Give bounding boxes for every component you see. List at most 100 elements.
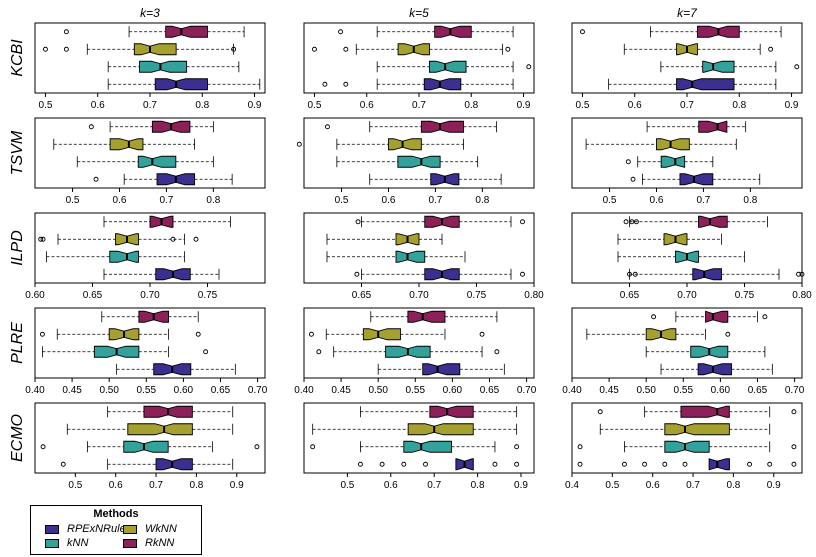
column-title-k3: k=3 bbox=[140, 6, 160, 20]
panel-ecmo-k7-box-wknn bbox=[599, 423, 771, 436]
panel-ecmo-k7-box-rknn bbox=[597, 405, 797, 418]
panel-kcbi-k7-tick-label: 0.7 bbox=[680, 100, 694, 111]
panel-ilpd-k5-tick-label: 0.70 bbox=[409, 290, 429, 301]
panel-tsvm-k3-box-wknn-body bbox=[109, 138, 144, 151]
panel-plre-k3-box-knn bbox=[42, 345, 209, 358]
panel-tsvm-k5-box-wknn-outlier bbox=[296, 141, 302, 147]
panel-ecmo-k5-box-knn-body bbox=[403, 440, 452, 453]
panel-tsvm-k7: 0.5 0.6 0.7 0.8 bbox=[571, 117, 803, 206]
panel-plre-k5-box-wknn-outlier bbox=[479, 331, 485, 337]
panel-plre-k7-box-rpexnrule-body bbox=[697, 363, 732, 376]
legend-label-rknn: RkNN bbox=[145, 537, 175, 549]
panel-kcbi-k7-box-knn-outlier bbox=[794, 64, 800, 70]
panel-kcbi-k3-box-rknn bbox=[63, 25, 245, 38]
panel-tsvm-k7-tick-label: 0.5 bbox=[603, 195, 617, 206]
panel-plre-k7-box-wknn-outlier bbox=[725, 331, 731, 337]
panel-ilpd-k3: 0.60 0.65 0.70 0.75 bbox=[25, 212, 266, 301]
panel-kcbi-k5-tick-label: 0.8 bbox=[464, 100, 478, 111]
panel-kcbi-k5-tick-label: 0.9 bbox=[517, 100, 531, 111]
panel-kcbi-k5-tick-label: 0.5 bbox=[308, 100, 322, 111]
panel-ecmo-k3-box-rknn bbox=[107, 405, 234, 418]
panel-kcbi-k7-tick-label: 0.9 bbox=[785, 100, 799, 111]
panel-plre-k7: 0.40 0.45 0.50 0.55 0.60 0.65 0.70 bbox=[562, 307, 805, 396]
panel-tsvm-k5-box-rpexnrule bbox=[369, 173, 502, 186]
panel-tsvm-k5-box-knn-body bbox=[397, 155, 441, 168]
panel-ilpd-k5-box-rknn-outlier bbox=[355, 219, 361, 225]
panel-ilpd-k5-box-rknn-outlier bbox=[520, 219, 525, 225]
panel-ecmo-k3-box-knn bbox=[40, 440, 260, 453]
legend-swatch-rpexnrule bbox=[45, 524, 59, 534]
legend-label-knn: kNN bbox=[67, 537, 89, 549]
panel-ecmo-k5-box-rknn-body bbox=[429, 405, 474, 418]
panel-tsvm-k3-box-wknn bbox=[53, 138, 195, 151]
panel-ecmo-k5-box-wknn bbox=[312, 423, 518, 436]
panel-ecmo-k3: 0.5 0.6 0.7 0.8 0.9 bbox=[34, 402, 266, 491]
panel-kcbi-k5-box-rpexnrule bbox=[322, 78, 514, 91]
panel-tsvm-k7-box-wknn-body bbox=[656, 138, 690, 151]
panel-tsvm-k3-box-rpexnrule bbox=[93, 173, 233, 186]
panel-kcbi-k3-box-wknn-body bbox=[133, 43, 177, 56]
panel-tsvm-k3-box-rknn bbox=[88, 120, 214, 133]
panel-ilpd-k5-box-knn-body bbox=[395, 250, 426, 263]
panel-kcbi-k5-box-rknn bbox=[338, 25, 514, 38]
panel-ecmo-k5-box-knn-outlier bbox=[514, 444, 520, 450]
panel-tsvm-k3-tick-label: 0.7 bbox=[159, 195, 173, 206]
panel-ecmo-k5-box-rpexnrule-outlier bbox=[423, 461, 428, 467]
panel-plre-k5-box-rpexnrule-body bbox=[422, 363, 461, 376]
panel-kcbi-k3-box-rpexnrule bbox=[107, 78, 261, 91]
panel-ilpd-k3-tick-label: 0.70 bbox=[140, 290, 160, 301]
panel-plre-k5-tick-label: 0.65 bbox=[480, 385, 500, 396]
panel-kcbi-k5-box-knn-outlier bbox=[526, 64, 532, 70]
panel-tsvm-k5-tick-label: 0.5 bbox=[335, 195, 349, 206]
panel-ecmo-k3-box-knn-body bbox=[123, 440, 169, 453]
panel-ilpd-k3-tick-label: 0.75 bbox=[198, 290, 218, 301]
panel-ecmo-k5-box-rpexnrule-outlier bbox=[401, 461, 407, 467]
panel-ilpd-k7-tick-label: 0.75 bbox=[735, 290, 755, 301]
panel-plre-k7-tick-label: 0.40 bbox=[562, 385, 582, 396]
panel-tsvm-k5-box-knn bbox=[336, 155, 479, 168]
panel-tsvm-k3: 0.5 0.6 0.7 0.8 bbox=[34, 117, 266, 206]
panel-kcbi-k5-box-wknn-outlier bbox=[312, 46, 317, 52]
panel-plre-k7-tick-label: 0.60 bbox=[711, 385, 731, 396]
panel-kcbi-k5-box-rpexnrule-outlier bbox=[343, 81, 349, 87]
panel-ilpd-k5-box-wknn bbox=[326, 233, 443, 246]
panel-ecmo-k5-box-rpexnrule-outlier bbox=[492, 461, 498, 467]
panel-kcbi-k5-tick-label: 0.6 bbox=[360, 100, 374, 111]
panel-ilpd-k3-box-wknn-outlier bbox=[170, 236, 176, 242]
panel-ecmo-k7-tick-label: 0.9 bbox=[767, 480, 781, 491]
panel-ecmo-k3-tick-label: 0.9 bbox=[230, 480, 244, 491]
panel-ecmo-k5-frame bbox=[303, 402, 535, 474]
panel-ilpd-k7-box-wknn bbox=[617, 233, 722, 246]
panel-ilpd-k5-box-rpexnrule-outlier bbox=[520, 271, 525, 277]
panel-plre-k7-tick-label: 0.45 bbox=[599, 385, 619, 396]
panel-kcbi-k3-tick-label: 0.5 bbox=[39, 100, 53, 111]
panel-tsvm-k7-tick-label: 0.7 bbox=[696, 195, 710, 206]
legend-item-rpexnrule: RPExNRule bbox=[45, 523, 126, 535]
panel-kcbi-k3-tick-label: 0.8 bbox=[195, 100, 209, 111]
panel-ecmo-k5: 0.5 0.6 0.7 0.8 0.9 bbox=[303, 402, 535, 491]
panel-plre-k3-tick-label: 0.40 bbox=[25, 385, 45, 396]
panel-ilpd-k7-box-rpexnrule-outlier bbox=[627, 271, 632, 277]
panel-ecmo-k5-box-rpexnrule bbox=[357, 458, 520, 471]
panel-plre-k7-tick-label: 0.55 bbox=[674, 385, 694, 396]
panel-kcbi-k7-tick-label: 0.8 bbox=[732, 100, 746, 111]
panel-ecmo-k3-box-rpexnrule-body bbox=[155, 458, 193, 471]
panel-ilpd-k5-box-rpexnrule bbox=[354, 268, 525, 281]
panel-ilpd-k5-tick-label: 0.80 bbox=[524, 290, 544, 301]
panel-tsvm-k7-box-knn bbox=[625, 155, 714, 168]
panel-kcbi-k5-box-wknn-outlier bbox=[343, 46, 349, 52]
row-label-tsvm: TSVM bbox=[9, 130, 26, 175]
panel-ecmo-k3-box-wknn bbox=[66, 423, 234, 436]
panel-ilpd-k3-box-wknn-outlier bbox=[40, 236, 46, 242]
panel-kcbi-k5: 0.5 0.6 0.7 0.8 0.9 bbox=[303, 22, 535, 111]
panel-kcbi-k5-box-rpexnrule-outlier bbox=[322, 81, 328, 87]
panel-tsvm-k5-box-rknn bbox=[325, 120, 497, 133]
panel-ilpd-k3-box-rknn bbox=[103, 215, 231, 228]
panel-ecmo-k5-tick-label: 0.8 bbox=[471, 480, 485, 491]
panel-ecmo-k7-box-rpexnrule-outlier bbox=[642, 461, 648, 467]
panel-kcbi-k3-frame bbox=[34, 22, 266, 94]
panel-ecmo-k7-box-rpexnrule-body bbox=[708, 458, 730, 471]
panel-ecmo-k7-box-rpexnrule-outlier bbox=[622, 461, 627, 467]
panel-kcbi-k7-box-rknn-outlier bbox=[580, 29, 585, 35]
panel-kcbi-k5-frame bbox=[303, 22, 535, 94]
